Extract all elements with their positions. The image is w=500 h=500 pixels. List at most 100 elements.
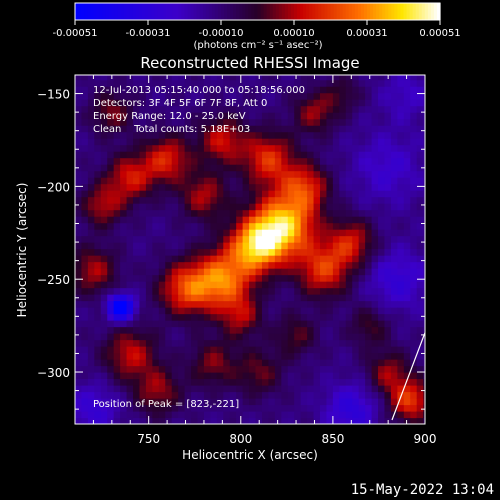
- heatmap-cell: [332, 411, 340, 419]
- heatmap-cell: [191, 417, 199, 424]
- heatmap-cell: [378, 404, 386, 412]
- heatmap-cell: [416, 86, 424, 94]
- heatmap-cell: [171, 125, 179, 133]
- heatmap-cell: [345, 229, 353, 237]
- heatmap-cell: [158, 346, 166, 354]
- heatmap-cell: [390, 365, 398, 373]
- heatmap-cell: [397, 222, 405, 230]
- heatmap-cell: [249, 404, 257, 412]
- heatmap-cell: [274, 229, 282, 237]
- heatmap-cell: [236, 255, 244, 263]
- heatmap-cell: [107, 385, 115, 393]
- colorbar-cell: [217, 3, 222, 20]
- heatmap-cell: [300, 138, 308, 146]
- heatmap-cell: [249, 365, 257, 373]
- heatmap-cell: [210, 404, 218, 412]
- heatmap-cell: [378, 216, 386, 224]
- heatmap-cell: [365, 398, 373, 406]
- heatmap-cell: [210, 346, 218, 354]
- heatmap-cell: [352, 255, 360, 263]
- heatmap-cell: [268, 274, 276, 282]
- heatmap-cell: [294, 125, 302, 133]
- heatmap-cell: [178, 352, 186, 360]
- heatmap-cell: [320, 281, 328, 289]
- heatmap-cell: [87, 398, 95, 406]
- heatmap-cell: [249, 346, 257, 354]
- colorbar-cell: [360, 3, 365, 20]
- heatmap-cell: [403, 242, 411, 250]
- heatmap-cell: [178, 320, 186, 328]
- heatmap-cell: [352, 92, 360, 100]
- heatmap-cell: [403, 131, 411, 139]
- heatmap-cell: [281, 261, 289, 269]
- heatmap-cell: [294, 411, 302, 419]
- heatmap-cell: [197, 404, 205, 412]
- heatmap-cell: [139, 248, 147, 256]
- heatmap-cell: [397, 333, 405, 341]
- heatmap-cell: [332, 404, 340, 412]
- heatmap-cell: [158, 255, 166, 263]
- heatmap-cell: [229, 86, 237, 94]
- heatmap-cell: [223, 352, 231, 360]
- heatmap-cell: [171, 242, 179, 250]
- colorbar-cell: [391, 3, 395, 20]
- heatmap-cell: [152, 242, 160, 250]
- heatmap-cell: [242, 385, 250, 393]
- heatmap-cell: [371, 222, 379, 230]
- heatmap-cell: [416, 385, 424, 393]
- heatmap-cell: [332, 105, 340, 113]
- heatmap-cell: [416, 255, 424, 263]
- heatmap-cell: [81, 274, 89, 282]
- heatmap-cell: [197, 268, 205, 276]
- heatmap-cell: [261, 326, 270, 334]
- colorbar-cell: [205, 3, 210, 20]
- heatmap-cell: [313, 209, 321, 217]
- heatmap-cell: [242, 248, 250, 256]
- heatmap-cell: [249, 196, 257, 204]
- heatmap-cell: [358, 359, 366, 367]
- colorbar-tick-label: 0.00010: [273, 28, 314, 39]
- heatmap-cell: [197, 92, 205, 100]
- heatmap-cell: [120, 138, 128, 146]
- heatmap-cell: [100, 216, 108, 224]
- heatmap-cell: [145, 313, 153, 321]
- heatmap-cell: [75, 235, 83, 243]
- heatmap-cell: [236, 411, 244, 419]
- heatmap-cell: [287, 183, 295, 191]
- heatmap-cell: [75, 398, 83, 406]
- heatmap-cell: [145, 164, 153, 172]
- heatmap-cell: [371, 216, 379, 224]
- heatmap-cell: [281, 268, 289, 276]
- heatmap-cell: [216, 287, 224, 295]
- heatmap-cell: [107, 300, 115, 308]
- heatmap-cell: [158, 411, 166, 419]
- heatmap-cell: [113, 333, 121, 341]
- heatmap-cell: [152, 274, 160, 282]
- heatmap-cell: [358, 352, 366, 360]
- heatmap-cell: [281, 411, 289, 419]
- heatmap-cell: [197, 157, 205, 165]
- heatmap-cell: [287, 281, 295, 289]
- heatmap-cell: [307, 281, 315, 289]
- heatmap-cell: [197, 164, 205, 172]
- heatmap-cell: [390, 92, 398, 100]
- heatmap-cell: [313, 300, 321, 308]
- heatmap-cell: [197, 365, 205, 373]
- heatmap-cell: [81, 268, 89, 276]
- heatmap-cell: [300, 209, 308, 217]
- heatmap-cell: [300, 339, 308, 347]
- heatmap-cell: [197, 75, 205, 81]
- heatmap-cell: [378, 190, 386, 198]
- heatmap-cell: [397, 287, 405, 295]
- heatmap-cell: [171, 326, 179, 334]
- heatmap-cell: [107, 274, 115, 282]
- heatmap-cell: [307, 365, 315, 373]
- heatmap-cell: [87, 255, 95, 263]
- heatmap-cell: [294, 346, 302, 354]
- heatmap-cell: [274, 313, 282, 321]
- heatmap-cell: [249, 125, 257, 133]
- heatmap-cell: [152, 203, 160, 211]
- heatmap-cell: [171, 255, 179, 263]
- heatmap-cell: [100, 261, 108, 269]
- heatmap-cell: [423, 248, 425, 256]
